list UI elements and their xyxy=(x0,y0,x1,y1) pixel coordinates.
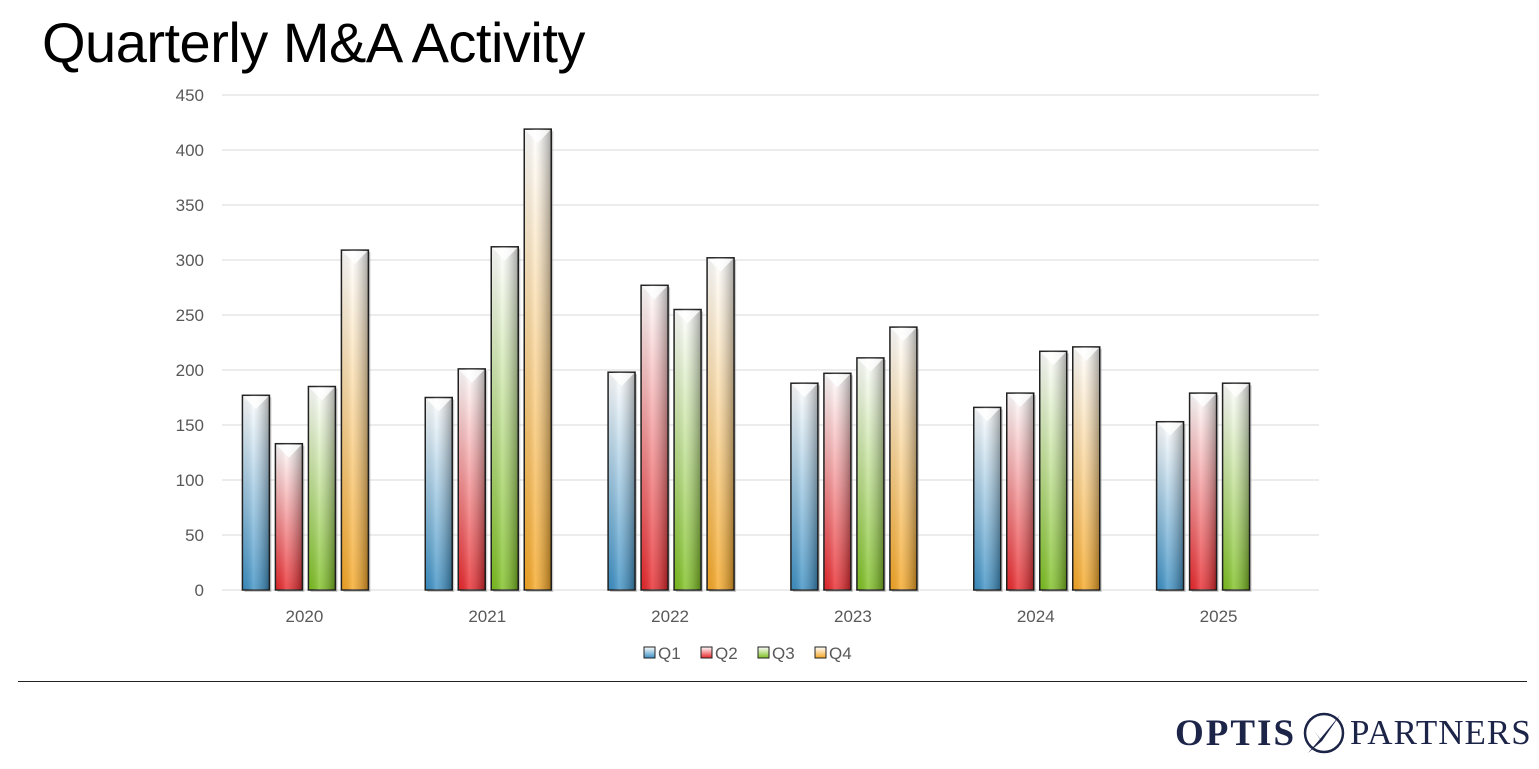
y-tick-label: 100 xyxy=(176,471,204,490)
bar-bevel xyxy=(276,444,302,458)
legend-label-q1: Q1 xyxy=(658,644,681,663)
bar-shade xyxy=(1006,393,1034,590)
divider xyxy=(18,681,1527,682)
bar-shade xyxy=(608,372,636,590)
y-tick-label: 0 xyxy=(195,581,204,600)
bar-shade xyxy=(308,386,336,590)
bar-bevel xyxy=(708,258,734,272)
bar-shade xyxy=(674,309,702,590)
bar-bevel xyxy=(426,398,452,412)
bar-bevel xyxy=(492,247,518,261)
x-tick-label: 2023 xyxy=(834,607,872,626)
bar-shade xyxy=(491,246,519,591)
bar-shade xyxy=(1189,393,1217,590)
bar-bevel xyxy=(1223,384,1249,398)
bar-shade xyxy=(1156,421,1184,590)
legend-swatch-q2 xyxy=(700,646,713,659)
optis-partners-logo: OPTIS PARTNERS xyxy=(1175,708,1532,758)
y-tick-label: 250 xyxy=(176,306,204,325)
y-tick-label: 50 xyxy=(185,526,204,545)
bar-bevel xyxy=(791,384,817,398)
bar-shade xyxy=(242,395,270,590)
legend-swatch-q1 xyxy=(643,646,656,659)
x-tick-label: 2024 xyxy=(1017,607,1055,626)
legend-label-q3: Q3 xyxy=(772,644,795,663)
compass-needle-icon xyxy=(1303,712,1345,754)
bar-shade xyxy=(341,250,369,590)
bar-shade xyxy=(889,327,917,590)
logo-right-text: PARTNERS xyxy=(1350,713,1532,752)
x-tick-label: 2022 xyxy=(651,607,689,626)
bar-shade xyxy=(641,285,669,590)
bar-shade xyxy=(707,257,735,590)
bar-bevel xyxy=(974,408,1000,422)
bar-shade xyxy=(790,383,818,590)
y-tick-label: 150 xyxy=(176,416,204,435)
bar-chart: 0 50 100 150 200 250 300 350 400 450 2020 2021 2022 2… xyxy=(176,86,1319,663)
bar-bevel xyxy=(243,396,269,410)
y-tick-label: 400 xyxy=(176,141,204,160)
legend-swatch-q4 xyxy=(814,646,827,659)
bar-shade xyxy=(425,397,453,590)
logo-left-text: OPTIS xyxy=(1175,712,1297,754)
x-tick-label: 2020 xyxy=(286,607,324,626)
x-tick-label: 2025 xyxy=(1200,607,1238,626)
y-tick-label: 200 xyxy=(176,361,204,380)
bar-shade xyxy=(275,443,303,590)
legend-swatch-q3 xyxy=(757,646,770,659)
bar-bevel xyxy=(609,373,635,387)
bar-shade xyxy=(856,357,884,590)
bar-shade xyxy=(458,368,486,590)
bar-bevel xyxy=(342,251,368,265)
legend-label-q4: Q4 xyxy=(829,644,852,663)
x-tick-label: 2021 xyxy=(468,607,506,626)
bar-bevel xyxy=(890,328,916,342)
bar-bevel xyxy=(1073,347,1099,361)
bar-bevel xyxy=(309,387,335,401)
bar-shade xyxy=(1222,383,1250,590)
bar-bevel xyxy=(459,369,485,383)
bar-shade xyxy=(1039,351,1067,590)
bar-bevel xyxy=(824,374,850,388)
bar-shade xyxy=(1072,346,1100,590)
legend-label-q2: Q2 xyxy=(715,644,738,663)
y-tick-label: 300 xyxy=(176,251,204,270)
bar-bevel xyxy=(642,286,668,300)
bar-bevel xyxy=(857,358,883,372)
bar-bevel xyxy=(525,130,551,144)
bar-bevel xyxy=(1007,394,1033,408)
y-tick-label: 450 xyxy=(176,86,204,105)
page-title: Quarterly M&A Activity xyxy=(42,11,585,74)
bar-bevel xyxy=(675,310,701,324)
bar-shade xyxy=(524,129,552,590)
bar-bevel xyxy=(1157,422,1183,436)
y-tick-label: 350 xyxy=(176,196,204,215)
bar-bevel xyxy=(1190,394,1216,408)
bar-bevel xyxy=(1040,352,1066,366)
bar-shade xyxy=(973,407,1001,590)
bar-shade xyxy=(823,373,851,590)
